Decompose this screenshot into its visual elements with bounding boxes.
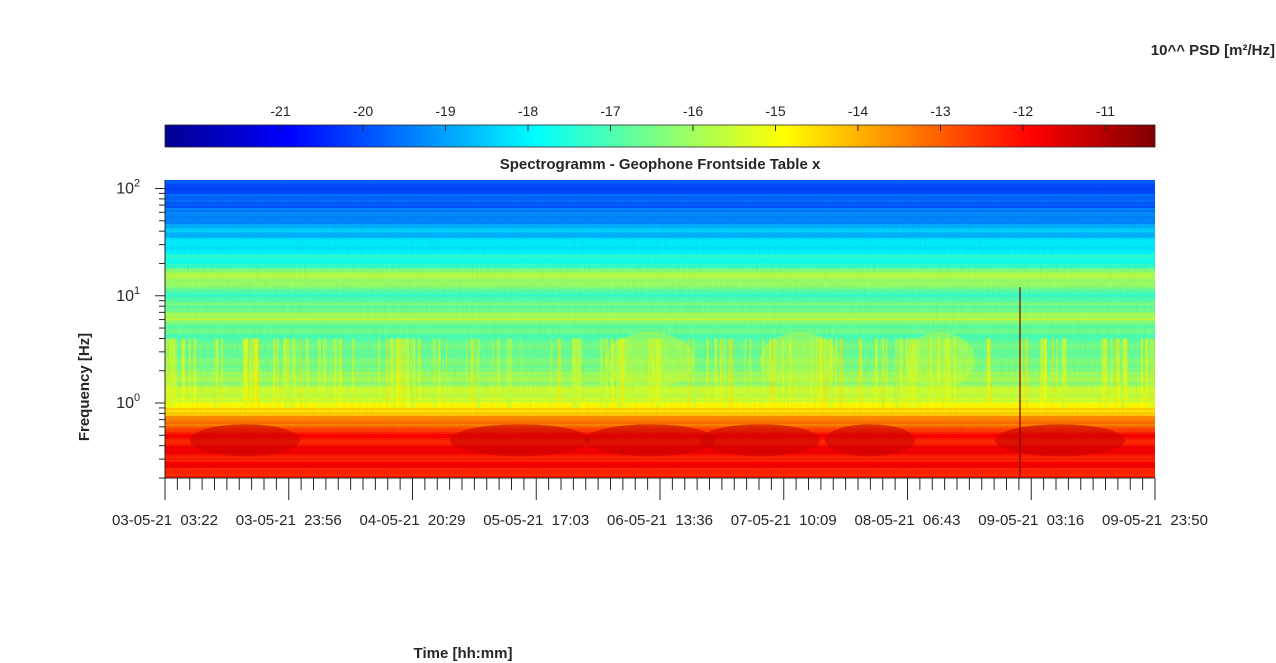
colorbar-tick-label: -16 — [683, 103, 703, 119]
colorbar-tick-label: -20 — [353, 103, 373, 119]
y-tick-exponent: 2 — [134, 177, 140, 189]
x-tick-label: 07-05-21 10:09 — [731, 512, 837, 529]
colorbar-tick-label: -14 — [848, 103, 868, 119]
y-tick-label: 10 — [116, 180, 134, 197]
heatmap-texture — [165, 180, 1155, 478]
colorbar-gradient — [164, 124, 1156, 148]
y-axis-label: Frequency [Hz] — [76, 333, 93, 441]
x-axis-label: Time [hh:mm] — [414, 645, 513, 662]
y-tick-label: 10 — [116, 395, 134, 412]
y-tick-exponent: 1 — [134, 285, 140, 297]
x-tick-label: 06-05-21 13:36 — [607, 512, 713, 529]
colorbar-tick-label: -21 — [270, 103, 290, 119]
chart-title: Spectrogramm - Geophone Frontside Table … — [500, 156, 821, 173]
y-tick-exponent: 0 — [134, 392, 140, 404]
colorbar-tick-label: -18 — [518, 103, 538, 119]
x-tick-label: 03-05-21 03:22 — [112, 512, 218, 529]
colorbar-tick-label: -11 — [1096, 103, 1115, 119]
colorbar-tick-label: -17 — [600, 103, 620, 119]
colorbar-tick-label: -13 — [930, 103, 950, 119]
x-tick-label: 09-05-21 23:50 — [1102, 512, 1208, 529]
colorbar-tick-label: -15 — [765, 103, 785, 119]
colorbar-tick-label: -12 — [1013, 103, 1033, 119]
plot-area — [165, 180, 1155, 479]
x-tick-label: 03-05-21 23:56 — [236, 512, 342, 529]
x-tick-label: 09-05-21 03:16 — [978, 512, 1084, 529]
colorbar: -21 -20 -19 -18 -17 -16 -15 -14 -13 -12 -11 — [164, 103, 1156, 148]
colorbar-label: 10^^ PSD [m²/Hz] — [1151, 42, 1275, 59]
colorbar-ticks: -21 -20 -19 -18 -17 -16 -15 -14 -13 -12 -11 — [270, 103, 1115, 131]
x-tick-label: 05-05-21 17:03 — [483, 512, 589, 529]
x-axis: 03-05-21 03:22 03-05-21 23:56 04-05-21 20:… — [112, 477, 1208, 529]
x-tick-label: 04-05-21 20:29 — [360, 512, 466, 529]
y-tick-label: 10 — [116, 288, 134, 305]
x-tick-label: 08-05-21 06:43 — [855, 512, 961, 529]
colorbar-tick-label: -19 — [435, 103, 455, 119]
